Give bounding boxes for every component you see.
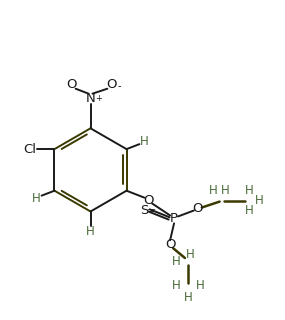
Text: H: H	[209, 184, 218, 197]
Text: O: O	[106, 78, 117, 91]
Text: H: H	[245, 184, 254, 197]
Text: =: =	[146, 206, 156, 217]
Text: +: +	[95, 94, 102, 103]
Text: H: H	[32, 192, 41, 205]
Text: O: O	[66, 78, 77, 91]
Text: -: -	[117, 81, 121, 91]
Text: Cl: Cl	[23, 143, 36, 156]
Text: H: H	[140, 135, 149, 148]
Text: H: H	[221, 184, 230, 197]
Text: O: O	[165, 238, 175, 251]
Text: N: N	[86, 92, 95, 105]
Text: P: P	[170, 212, 178, 225]
Text: H: H	[255, 194, 264, 207]
Text: H: H	[172, 279, 180, 292]
Text: H: H	[172, 255, 180, 268]
Text: H: H	[86, 225, 95, 238]
Text: H: H	[245, 204, 254, 217]
Text: H: H	[196, 279, 204, 292]
Text: H: H	[186, 248, 194, 260]
Text: H: H	[184, 291, 192, 304]
Text: S: S	[140, 204, 148, 217]
Text: O: O	[193, 202, 203, 215]
Text: O: O	[143, 194, 154, 207]
